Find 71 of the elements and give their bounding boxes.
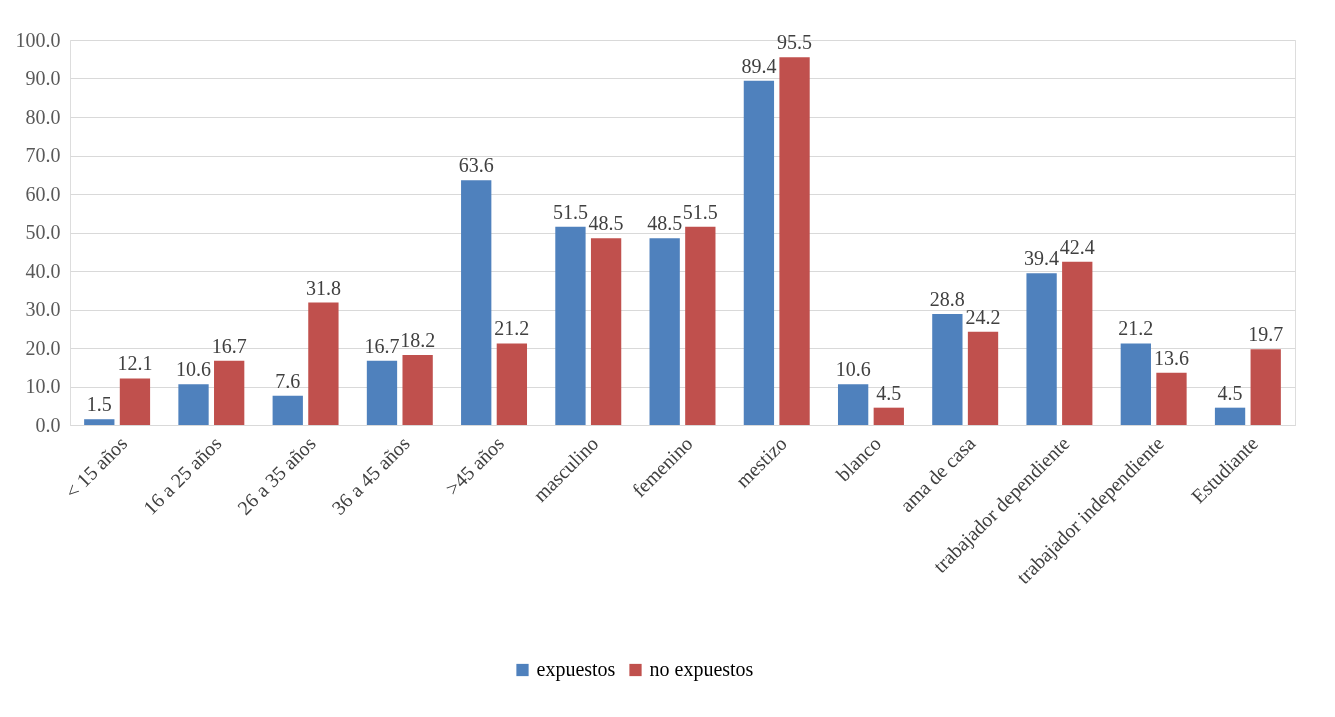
bar xyxy=(308,302,339,425)
bar xyxy=(1026,273,1057,425)
bar xyxy=(272,395,303,425)
data-label: 89.4 xyxy=(741,54,777,77)
bar xyxy=(178,384,209,425)
y-tick-label: 100.0 xyxy=(15,28,61,51)
data-label: 95.5 xyxy=(777,31,813,54)
bar xyxy=(84,419,115,425)
bar xyxy=(932,314,963,425)
y-tick-label: 80.0 xyxy=(25,105,61,128)
data-label: 4.5 xyxy=(1217,381,1243,404)
data-label: 63.6 xyxy=(458,154,494,177)
bar xyxy=(119,378,151,425)
x-tick-label: < 15 años xyxy=(60,431,132,503)
bar xyxy=(967,331,999,425)
bar xyxy=(873,407,904,425)
x-tick-label: 36 a 45 años xyxy=(327,431,415,519)
data-label: 51.5 xyxy=(552,200,588,223)
bar xyxy=(779,57,810,425)
data-label: 13.6 xyxy=(1153,346,1189,369)
bar xyxy=(402,354,433,425)
bar xyxy=(1120,343,1151,425)
x-tick-label: 26 a 35 años xyxy=(233,431,320,519)
bar xyxy=(1250,349,1281,425)
legend-label: expuestos xyxy=(536,658,616,681)
data-label: 39.4 xyxy=(1024,247,1060,270)
data-label: 51.5 xyxy=(682,200,718,223)
bar xyxy=(366,360,398,425)
y-tick-label: 90.0 xyxy=(25,67,61,89)
data-label: 19.7 xyxy=(1248,323,1284,346)
bar xyxy=(496,343,528,425)
y-tick-label: 50.0 xyxy=(25,221,61,243)
bar xyxy=(837,384,869,425)
y-tick-label: 20.0 xyxy=(25,336,61,359)
data-label: 21.2 xyxy=(494,317,530,340)
x-tick-label: ama de casa xyxy=(895,432,980,516)
data-label: 21.2 xyxy=(1118,317,1154,340)
y-tick-label: 30.0 xyxy=(25,298,61,320)
data-label: 28.8 xyxy=(929,288,965,311)
data-label: 16.7 xyxy=(364,334,400,357)
data-label: 7.6 xyxy=(275,369,301,392)
bar xyxy=(590,238,622,425)
data-label: 16.7 xyxy=(211,334,247,357)
bar xyxy=(685,226,716,425)
bar xyxy=(1062,261,1093,425)
bar xyxy=(461,180,492,425)
bar xyxy=(1156,372,1187,425)
data-label: 10.6 xyxy=(176,358,212,381)
data-label: 31.8 xyxy=(305,276,341,299)
bar xyxy=(649,238,680,425)
y-tick-label: 60.0 xyxy=(25,182,61,205)
legend-label: no expuestos xyxy=(649,658,754,681)
x-tick-label: 16 a 25 años xyxy=(138,431,226,519)
bar xyxy=(555,226,586,425)
data-label: 48.5 xyxy=(588,212,624,235)
data-label: 12.1 xyxy=(117,352,153,375)
bar xyxy=(1214,407,1246,425)
bar xyxy=(214,360,245,425)
bar xyxy=(743,80,775,425)
data-label: 24.2 xyxy=(965,305,1001,328)
data-label: 18.2 xyxy=(400,328,436,351)
x-tick-label: >45 años xyxy=(441,431,509,500)
y-tick-label: 40.0 xyxy=(25,259,61,282)
y-tick-label: 70.0 xyxy=(25,144,61,166)
data-label: 1.5 xyxy=(86,393,112,416)
data-label: 48.5 xyxy=(647,212,683,235)
data-label: 42.4 xyxy=(1059,235,1095,258)
y-tick-label: 0.0 xyxy=(35,413,61,436)
data-label: 4.5 xyxy=(876,381,902,404)
data-label: 10.6 xyxy=(835,358,871,381)
y-tick-label: 10.0 xyxy=(25,375,61,397)
